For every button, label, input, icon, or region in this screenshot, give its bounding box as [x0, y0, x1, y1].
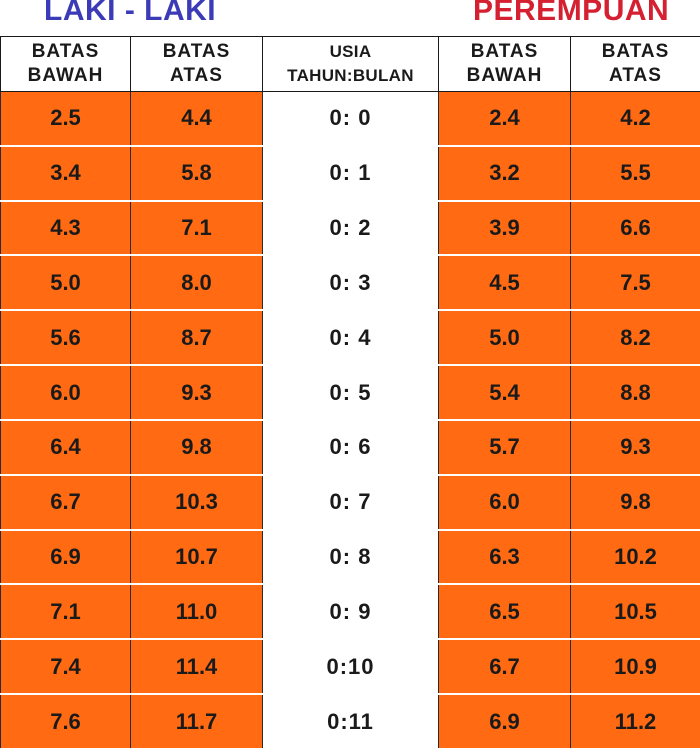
header-male-upper-line1: BATAS: [163, 41, 231, 62]
cell-age: 0: 3: [263, 255, 439, 310]
cell-female-upper: 11.2: [571, 694, 700, 748]
cell-age: 0: 4: [263, 310, 439, 365]
table-row: 5.6 8.7 0: 4 5.0 8.2: [1, 310, 700, 365]
cell-female-upper: 9.3: [571, 420, 700, 475]
cell-male-upper: 8.7: [131, 310, 263, 365]
cell-male-lower: 6.7: [1, 475, 131, 530]
weight-range-table: BATAS BAWAH BATAS ATAS USIA TAHUN:BULAN …: [0, 36, 700, 748]
cell-male-lower: 6.4: [1, 420, 131, 475]
cell-female-lower: 4.5: [439, 255, 571, 310]
header-female-upper-line2: ATAS: [609, 65, 662, 86]
cell-female-lower: 6.5: [439, 584, 571, 639]
cell-female-lower: 6.3: [439, 530, 571, 585]
header-female-lower: BATAS BAWAH: [439, 37, 571, 92]
cell-female-lower: 5.7: [439, 420, 571, 475]
header-age-line2: TAHUN:BULAN: [287, 66, 414, 85]
cell-male-upper: 11.7: [131, 694, 263, 748]
cell-female-upper: 7.5: [571, 255, 700, 310]
cell-female-lower: 5.0: [439, 310, 571, 365]
header-female-upper: BATAS ATAS: [571, 37, 700, 92]
header-female-lower-line1: BATAS: [471, 41, 539, 62]
cell-female-upper: 8.8: [571, 365, 700, 420]
cell-age: 0: 2: [263, 201, 439, 256]
table-row: 6.7 10.3 0: 7 6.0 9.8: [1, 475, 700, 530]
table-row: 7.4 11.4 0:10 6.7 10.9: [1, 639, 700, 694]
group-label-male: LAKI - LAKI: [44, 0, 216, 28]
cell-female-upper: 10.2: [571, 530, 700, 585]
cell-female-upper: 5.5: [571, 146, 700, 201]
header-male-lower-line1: BATAS: [32, 41, 100, 62]
cell-male-lower: 7.6: [1, 694, 131, 748]
table-row: 6.0 9.3 0: 5 5.4 8.8: [1, 365, 700, 420]
header-male-lower: BATAS BAWAH: [1, 37, 131, 92]
cell-male-lower: 6.0: [1, 365, 131, 420]
table-row: 3.4 5.8 0: 1 3.2 5.5: [1, 146, 700, 201]
cell-age: 0: 0: [263, 92, 439, 146]
group-label-female: PEREMPUAN: [473, 0, 669, 28]
cell-age: 0:10: [263, 639, 439, 694]
group-headers: LAKI - LAKI PEREMPUAN: [0, 0, 700, 36]
header-female-upper-line1: BATAS: [602, 41, 670, 62]
table-row: 4.3 7.1 0: 2 3.9 6.6: [1, 201, 700, 256]
table-row: 2.5 4.4 0: 0 2.4 4.2: [1, 92, 700, 146]
table-row: 6.9 10.7 0: 8 6.3 10.2: [1, 530, 700, 585]
cell-male-lower: 2.5: [1, 92, 131, 146]
cell-female-upper: 8.2: [571, 310, 700, 365]
cell-male-lower: 7.1: [1, 584, 131, 639]
header-age-line1: USIA: [330, 42, 372, 61]
cell-female-upper: 4.2: [571, 92, 700, 146]
cell-female-upper: 9.8: [571, 475, 700, 530]
cell-male-lower: 5.6: [1, 310, 131, 365]
cell-age: 0: 7: [263, 475, 439, 530]
cell-female-upper: 10.5: [571, 584, 700, 639]
cell-male-upper: 11.4: [131, 639, 263, 694]
cell-age: 0: 1: [263, 146, 439, 201]
cell-female-lower: 6.7: [439, 639, 571, 694]
table-header-row: BATAS BAWAH BATAS ATAS USIA TAHUN:BULAN …: [1, 37, 700, 92]
cell-age: 0: 9: [263, 584, 439, 639]
header-male-lower-line2: BAWAH: [28, 65, 104, 86]
cell-female-lower: 3.2: [439, 146, 571, 201]
table-row: 7.1 11.0 0: 9 6.5 10.5: [1, 584, 700, 639]
cell-age: 0:11: [263, 694, 439, 748]
cell-male-lower: 3.4: [1, 146, 131, 201]
cell-male-upper: 10.7: [131, 530, 263, 585]
cell-age: 0: 8: [263, 530, 439, 585]
cell-male-upper: 5.8: [131, 146, 263, 201]
cell-male-lower: 6.9: [1, 530, 131, 585]
table-row: 5.0 8.0 0: 3 4.5 7.5: [1, 255, 700, 310]
cell-male-upper: 8.0: [131, 255, 263, 310]
cell-male-upper: 4.4: [131, 92, 263, 146]
cell-male-lower: 7.4: [1, 639, 131, 694]
cell-male-lower: 4.3: [1, 201, 131, 256]
header-female-lower-line2: BAWAH: [467, 65, 543, 86]
cell-age: 0: 6: [263, 420, 439, 475]
cell-female-lower: 6.0: [439, 475, 571, 530]
cell-female-upper: 10.9: [571, 639, 700, 694]
cell-age: 0: 5: [263, 365, 439, 420]
cell-male-upper: 7.1: [131, 201, 263, 256]
cell-male-upper: 11.0: [131, 584, 263, 639]
cell-female-lower: 3.9: [439, 201, 571, 256]
header-male-upper: BATAS ATAS: [131, 37, 263, 92]
cell-male-lower: 5.0: [1, 255, 131, 310]
header-male-upper-line2: ATAS: [170, 65, 223, 86]
cell-male-upper: 9.8: [131, 420, 263, 475]
cell-female-lower: 5.4: [439, 365, 571, 420]
header-age: USIA TAHUN:BULAN: [263, 37, 439, 92]
cell-male-upper: 9.3: [131, 365, 263, 420]
table-row: 6.4 9.8 0: 6 5.7 9.3: [1, 420, 700, 475]
cell-female-lower: 6.9: [439, 694, 571, 748]
table-row: 7.6 11.7 0:11 6.9 11.2: [1, 694, 700, 748]
cell-female-upper: 6.6: [571, 201, 700, 256]
cell-male-upper: 10.3: [131, 475, 263, 530]
cell-female-lower: 2.4: [439, 92, 571, 146]
